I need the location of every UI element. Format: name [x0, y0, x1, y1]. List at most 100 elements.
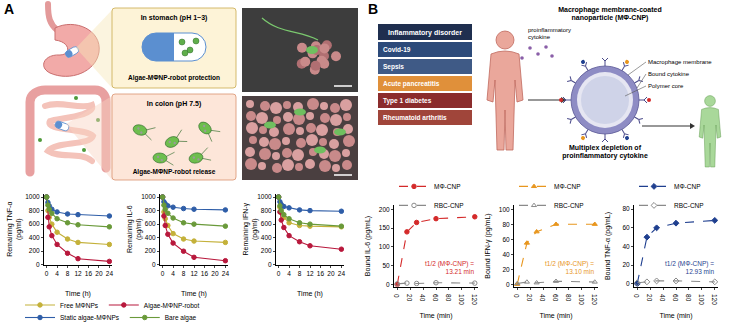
svg-text:MΦ-CNP: MΦ-CNP	[434, 183, 461, 190]
svg-text:12: 12	[190, 270, 198, 277]
svg-text:800: 800	[29, 207, 40, 214]
svg-text:0: 0	[45, 270, 49, 277]
svg-text:0: 0	[393, 294, 400, 298]
svg-text:600: 600	[29, 220, 40, 227]
svg-text:proinflammatorycytokine: proinflammatorycytokine	[528, 27, 571, 40]
svg-text:Time (h): Time (h)	[181, 290, 207, 298]
svg-text:Free MΦNPs: Free MΦNPs	[60, 301, 99, 308]
svg-text:0: 0	[506, 281, 510, 288]
svg-text:Bare algae: Bare algae	[165, 314, 197, 322]
svg-text:200: 200	[261, 247, 272, 254]
svg-text:4: 4	[55, 270, 59, 277]
svg-text:400: 400	[145, 234, 156, 241]
svg-text:600: 600	[145, 220, 156, 227]
svg-text:100: 100	[379, 243, 390, 250]
svg-text:Type 1 diabetes: Type 1 diabetes	[383, 97, 432, 105]
svg-text:Acute pancreatitis: Acute pancreatitis	[383, 80, 440, 88]
svg-text:80: 80	[565, 294, 572, 302]
svg-text:In colon (pH 7.5): In colon (pH 7.5)	[147, 100, 201, 108]
svg-text:0: 0	[152, 261, 156, 268]
svg-text:120: 120	[711, 294, 718, 305]
svg-text:800: 800	[261, 207, 272, 214]
svg-text:80: 80	[622, 205, 630, 212]
svg-text:16: 16	[317, 270, 325, 277]
svg-text:80: 80	[445, 294, 452, 302]
svg-text:200: 200	[29, 247, 40, 254]
svg-text:4: 4	[171, 270, 175, 277]
svg-text:1000: 1000	[25, 193, 40, 200]
svg-text:150: 150	[379, 224, 390, 231]
svg-text:16: 16	[85, 270, 93, 277]
svg-text:1000: 1000	[257, 193, 272, 200]
svg-text:RBC-CNP: RBC-CNP	[674, 202, 704, 209]
svg-text:80: 80	[502, 221, 510, 228]
svg-text:0: 0	[36, 261, 40, 268]
svg-text:600: 600	[261, 220, 272, 227]
svg-text:0: 0	[633, 294, 640, 298]
svg-text:Inflammatory disorder: Inflammatory disorder	[388, 29, 462, 37]
svg-text:Bound cytokine: Bound cytokine	[648, 71, 690, 77]
svg-text:Covid-19: Covid-19	[383, 46, 411, 53]
svg-text:Time (h): Time (h)	[65, 290, 91, 298]
svg-text:RBC-CNP: RBC-CNP	[434, 202, 464, 209]
svg-text:20: 20	[95, 270, 103, 277]
svg-text:20: 20	[526, 294, 533, 302]
svg-text:Polymer core: Polymer core	[648, 83, 684, 89]
svg-text:40: 40	[502, 251, 510, 258]
svg-text:100: 100	[578, 294, 585, 305]
svg-text:In stomach (pH 1~3): In stomach (pH 1~3)	[141, 14, 208, 22]
svg-text:RBC-CNP: RBC-CNP	[554, 202, 584, 209]
svg-text:Sepsis: Sepsis	[383, 63, 404, 71]
svg-text:8: 8	[66, 270, 70, 277]
svg-text:100: 100	[499, 206, 510, 213]
svg-text:A: A	[4, 1, 14, 17]
svg-text:60: 60	[502, 236, 510, 243]
svg-text:20: 20	[622, 261, 630, 268]
svg-text:Algae-MΦNP-robot release: Algae-MΦNP-robot release	[133, 168, 216, 176]
svg-text:Macrophage membrane: Macrophage membrane	[648, 59, 712, 65]
svg-text:t1/2 (MΦ-CNP) =13.10 min: t1/2 (MΦ-CNP) =13.10 min	[545, 260, 594, 275]
svg-text:B: B	[368, 1, 378, 17]
svg-text:40: 40	[419, 294, 426, 302]
svg-text:50: 50	[382, 262, 390, 269]
svg-text:4: 4	[287, 270, 291, 277]
svg-text:0: 0	[277, 270, 281, 277]
svg-text:120: 120	[591, 294, 598, 305]
svg-text:20: 20	[502, 266, 510, 273]
svg-text:120: 120	[471, 294, 478, 305]
svg-text:40: 40	[659, 294, 666, 302]
svg-text:200: 200	[145, 247, 156, 254]
svg-text:Time (min): Time (min)	[419, 312, 452, 320]
svg-text:Remaining TNF-α(pg/ml): Remaining TNF-α(pg/ml)	[6, 202, 23, 257]
svg-text:Static algae-MΦNPs: Static algae-MΦNPs	[60, 314, 120, 322]
svg-text:0: 0	[161, 270, 165, 277]
svg-text:Algae-MΦNP-robot protection: Algae-MΦNP-robot protection	[128, 74, 220, 82]
svg-text:20: 20	[211, 270, 219, 277]
svg-text:Bound TNF-α (pg/mL): Bound TNF-α (pg/mL)	[604, 212, 612, 280]
svg-text:60: 60	[672, 294, 679, 302]
svg-text:12: 12	[306, 270, 314, 277]
svg-text:24: 24	[338, 270, 346, 277]
svg-text:100: 100	[458, 294, 465, 305]
svg-text:200: 200	[379, 206, 390, 213]
svg-text:Multiplex depletion ofproinfla: Multiplex depletion ofproinflammatory cy…	[562, 144, 648, 160]
svg-text:80: 80	[685, 294, 692, 302]
svg-text:100: 100	[698, 294, 705, 305]
svg-text:t1/2 (MΦ-CNP) =13.21 min: t1/2 (MΦ-CNP) =13.21 min	[425, 260, 474, 275]
svg-text:20: 20	[646, 294, 653, 302]
svg-text:24: 24	[222, 270, 230, 277]
svg-text:Algae-MΦNP-robot: Algae-MΦNP-robot	[144, 301, 200, 309]
svg-text:Bound IL-6 (pg/mL): Bound IL-6 (pg/mL)	[364, 216, 372, 276]
svg-text:Remaining IL-6(pg/ml): Remaining IL-6(pg/ml)	[126, 205, 143, 253]
svg-text:8: 8	[298, 270, 302, 277]
svg-text:60: 60	[432, 294, 439, 302]
svg-text:t1/2 (MΦ-CNP) =12.93 min: t1/2 (MΦ-CNP) =12.93 min	[665, 260, 714, 275]
svg-text:20: 20	[327, 270, 335, 277]
svg-text:60: 60	[552, 294, 559, 302]
svg-text:MΦ-CNP: MΦ-CNP	[674, 183, 701, 190]
svg-text:400: 400	[29, 234, 40, 241]
svg-text:Time (min): Time (min)	[659, 312, 692, 320]
svg-text:20: 20	[406, 294, 413, 302]
svg-text:1000: 1000	[141, 193, 156, 200]
svg-text:24: 24	[106, 270, 114, 277]
